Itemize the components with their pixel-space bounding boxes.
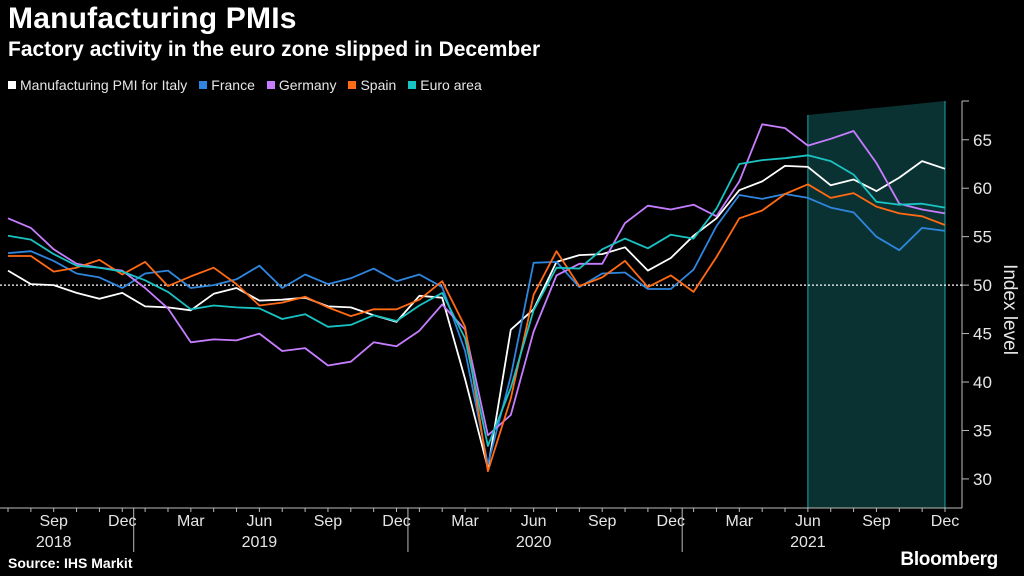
x-tick-label: Dec [382,513,410,530]
series-line-euro-area [7,154,946,447]
series-line-france [7,193,946,466]
legend-swatch [8,81,16,89]
x-year-label: 2021 [790,534,826,551]
x-tick-label: Dec [657,513,685,530]
x-tick-label: Jun [795,513,821,530]
x-tick-label: Mar [451,513,479,530]
legend-label: France [211,77,255,93]
y-tick-label: 35 [973,421,992,440]
x-tick-label: Jun [246,513,272,530]
shaded-region-top [807,101,945,115]
legend-swatch [348,81,357,89]
y-tick-label: 55 [973,228,992,247]
y-tick-label: 45 [973,325,992,344]
legend-swatch [199,81,208,89]
legend-swatch [408,81,417,89]
legend-label: Manufacturing PMI for Italy [20,77,188,93]
legend-label: Spain [360,77,397,93]
x-year-label: 2019 [242,534,278,551]
legend-label: Euro area [420,77,482,93]
legend-label: Germany [278,77,337,93]
x-tick-label: Sep [39,513,68,530]
legend-item: Spain [348,77,396,93]
legend-item: France [199,77,255,93]
bloomberg-logo: Bloomberg [900,549,998,570]
legend-item: Germany [266,77,337,93]
legend-swatch [266,81,275,89]
y-tick-label: 60 [973,179,992,198]
series-line-spain [8,183,946,473]
legend-item: Manufacturing PMI for Italy [8,77,187,93]
x-tick-label: Sep [588,513,617,530]
shaded-region [807,115,945,508]
chart-title: Manufacturing PMIs [8,2,297,35]
x-tick-label: Dec [108,513,136,530]
source-note: Source: IHS Markit [8,555,133,571]
legend: Manufacturing PMI for Italy France Germany… [8,77,494,93]
x-tick-label: Mar [726,513,754,530]
series-line-germany [7,123,946,437]
x-tick-label: Sep [862,513,891,530]
x-year-label: 2020 [516,534,552,551]
legend-item: Euro area [408,77,482,93]
y-tick-label: 50 [973,276,992,295]
y-axis-label: Index level [999,264,1020,355]
chart-subtitle: Factory activity in the euro zone slippe… [8,38,541,61]
series-line-manufacturing-pmi-for-italy [7,160,946,470]
x-year-label: 2018 [36,534,72,551]
y-tick-label: 40 [973,373,992,392]
y-tick-label: 30 [973,470,992,489]
y-tick-label: 65 [973,131,992,150]
x-tick-label: Dec [931,513,959,530]
x-tick-label: Jun [521,513,547,530]
x-tick-label: Mar [177,513,205,530]
x-tick-label: Sep [314,513,343,530]
